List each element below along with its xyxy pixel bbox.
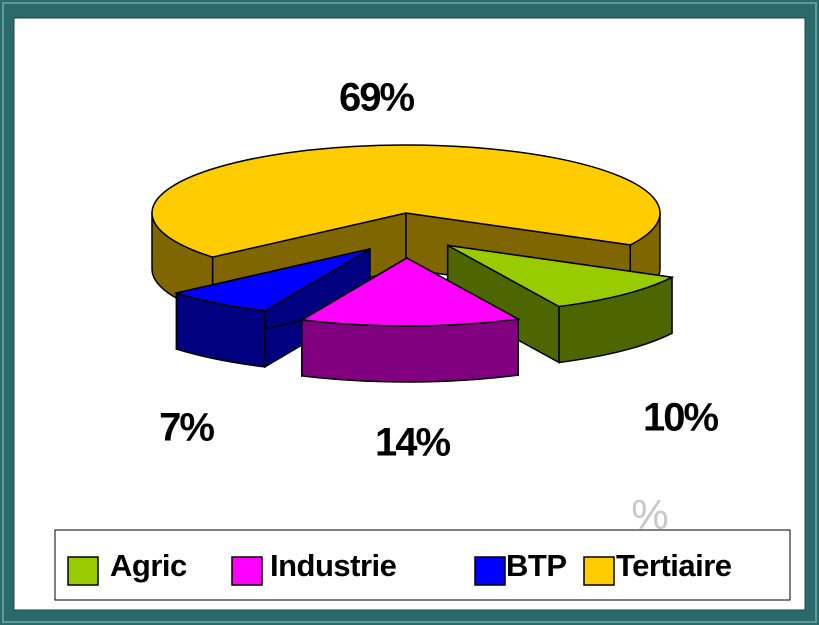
slice [173,247,371,369]
slice-wall [301,318,519,383]
slice [299,256,521,383]
slice [446,244,675,364]
pie [151,144,675,383]
legend-swatch [67,556,99,586]
legend-label: Industrie [270,548,397,583]
legend-label: Agric [110,548,187,583]
slice-top [173,248,371,312]
legend-swatch [231,556,263,586]
annotation: % [631,491,668,538]
slice-top [447,244,675,308]
legend-label: Tertiaire [616,548,732,583]
legend-swatch [583,556,615,586]
data-label: 10% [643,396,718,440]
legend-label: BTP [506,548,567,583]
data-label: 7% [159,406,214,450]
legend-box [54,529,791,601]
data-label: 14% [375,421,450,465]
legend-swatch [474,556,506,586]
slice-top [299,257,521,327]
slice-top [151,144,661,258]
data-label: 69% [339,76,414,120]
legend: Agric Industrie BTP Tertiaire [67,548,732,586]
